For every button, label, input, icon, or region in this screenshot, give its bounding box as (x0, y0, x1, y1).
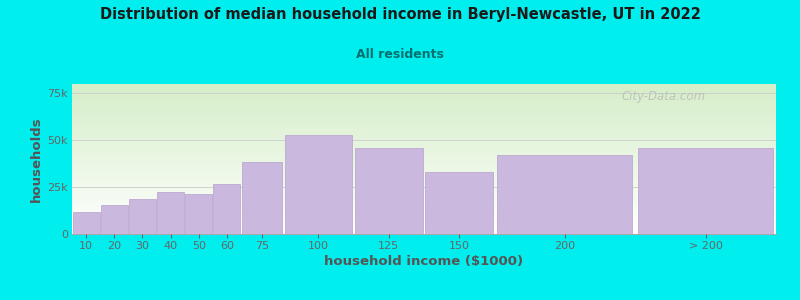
Bar (214, 184, 240, 234)
Bar (157, 192, 184, 234)
Bar (285, 135, 352, 234)
Bar (186, 194, 212, 234)
Bar (355, 148, 422, 234)
Text: City-Data.com: City-Data.com (621, 90, 706, 103)
Text: Distribution of median household income in Beryl-Newcastle, UT in 2022: Distribution of median household income … (99, 8, 701, 22)
Bar (101, 205, 128, 234)
Bar (426, 172, 493, 234)
Y-axis label: households: households (30, 116, 43, 202)
Text: All residents: All residents (356, 48, 444, 61)
Bar (498, 155, 632, 234)
X-axis label: household income ($1000): household income ($1000) (325, 255, 523, 268)
Bar (638, 148, 773, 234)
Bar (73, 212, 99, 234)
Bar (129, 199, 156, 234)
Bar (242, 162, 282, 234)
